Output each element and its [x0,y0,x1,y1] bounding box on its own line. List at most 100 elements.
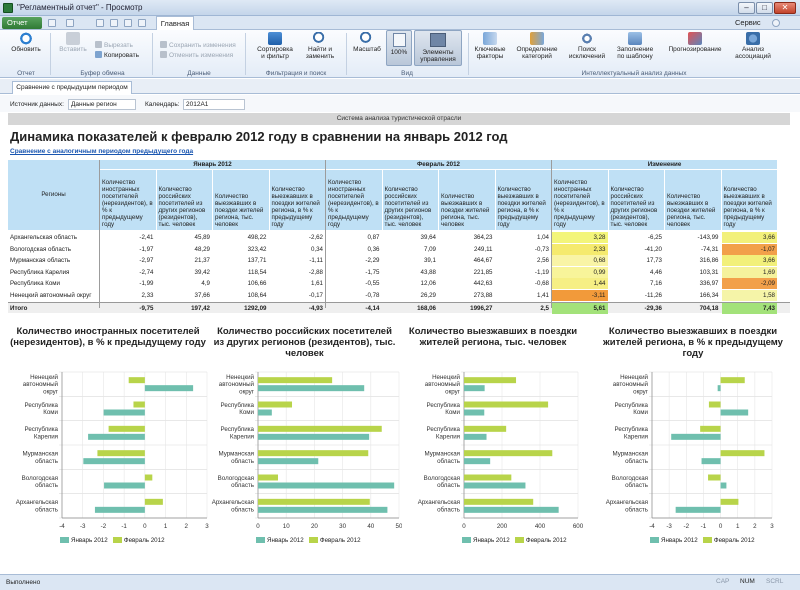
categories-icon [530,32,544,45]
print-icon[interactable] [138,19,146,27]
category-label: Ненецкий автономный округ [219,374,255,395]
tick-label: -1 [701,523,707,530]
magnifier-icon [313,32,327,45]
value-cell: -0,78 [365,292,380,299]
source-input[interactable]: Данные регион [68,99,136,110]
category-label: Вологодская область [424,475,460,489]
group-header: Февраль 2012 [326,160,551,169]
bar-jan [464,385,485,392]
close-button[interactable]: ✕ [774,2,796,14]
value-cell: -11,26 [644,292,662,299]
filter-bar: Источник данных: Данные регион Календарь… [0,95,800,112]
column-header: Количество выезжавших в поездки жителей … [439,170,495,230]
bar-jan [258,409,272,416]
association-button[interactable]: Анализ ассоциаций [732,31,774,60]
bar-jan [720,409,749,416]
save-changes-button[interactable]: Сохранить изменения [160,41,236,50]
help-icon[interactable] [772,19,780,27]
value-cell: -2,88 [308,268,323,276]
value-cell: 273,88 [473,292,493,299]
bar-jan [717,385,721,392]
tick-label: 40 [367,523,374,530]
save-icon[interactable] [124,19,132,27]
value-cell: 1,04 [536,234,549,241]
copy-icon [95,51,102,58]
value-cell: 1,44 [552,278,608,290]
category-label: Мурманская область [424,451,460,465]
elements-button[interactable]: Элементы управления [414,30,462,66]
cancel-changes-button[interactable]: Отменить изменения [160,51,233,60]
calendar-input[interactable]: 2012A1 [183,99,245,110]
tab-main[interactable]: Главная [156,16,194,30]
bar-jan [83,458,145,465]
scrl-indicator: SCRL [766,578,784,585]
copy-button[interactable]: Копировать [95,51,139,60]
tick-label: 50 [396,523,402,530]
value-cell: -29,36 [644,304,662,312]
value-cell: 704,18 [699,304,719,312]
categories-button[interactable]: Определение категорий [512,31,562,60]
value-cell: 1,61 [310,280,323,288]
value-cell: 106,66 [247,280,267,288]
value-cell: 2,33 [552,243,608,255]
sort-filter-icon [268,32,282,45]
key-factors-icon [483,32,497,45]
tab-comparison[interactable]: Сравнение с предыдущим периодом [12,81,132,94]
paste-button[interactable]: Вставить [55,31,91,53]
refresh-button[interactable]: Обновить [8,31,44,53]
value-cell: 442,63 [473,280,493,288]
bar-jan [464,482,526,489]
value-cell: -143,99 [697,234,719,241]
value-cell: 45,89 [194,234,210,241]
category-label: Вологодская область [612,475,648,489]
region-cell: Архангельская область [10,234,77,241]
compare-link[interactable]: Сравнение с аналогичным периодом предыду… [10,148,194,155]
sort-filter-button[interactable]: Сортировка и фильтр [252,31,298,60]
legend-jan: Январь 2012 [267,537,304,544]
service-menu[interactable]: Сервис [735,18,761,27]
maximize-button[interactable]: □ [756,2,773,14]
calendar-label: Календарь: [145,101,180,108]
legend-swatch-feb [702,537,712,543]
bar-jan [464,458,491,465]
chart-title: Количество выезжавших в поездки жителей … [603,326,783,359]
zoom-100-button[interactable]: 100% [386,30,412,66]
chart-title: Количество выезжавших в поездки жителей … [408,326,578,348]
bar-jan [675,506,721,513]
report-menu-button[interactable]: Отчет [2,17,42,29]
find-replace-button[interactable]: Найти и заменить [300,31,340,60]
value-cell: 7,09 [423,245,436,253]
scale-button[interactable]: Масштаб [350,31,384,53]
value-cell: 118,54 [248,268,267,276]
cut-button[interactable]: Вырезать [95,41,133,50]
column-divider [325,160,326,308]
tick-label: 3 [205,523,209,530]
fill-template-button[interactable]: Заполнение по шаблону [610,31,660,60]
refresh-small-icon[interactable] [96,19,104,27]
value-cell: -3,11 [552,290,608,301]
value-cell: -1,97 [139,245,154,253]
key-factors-button[interactable]: Ключевые факторы [470,31,510,60]
exceptions-button[interactable]: Поиск исключений [565,31,609,60]
column-header: Количество российских посетителей из дру… [608,170,664,230]
bar-jan [258,458,319,465]
back-icon[interactable] [110,19,118,27]
bar-feb [258,474,278,481]
category-label: Мурманская область [218,451,254,465]
undo-icon[interactable] [48,19,56,27]
forecasting-button[interactable]: Прогнозирование [663,31,727,53]
tick-label: 200 [497,523,508,530]
column-divider [99,160,100,308]
tick-label: 1 [164,523,168,530]
column-header: Количество иностранных посетителей (нере… [100,170,156,230]
minimize-button[interactable]: – [738,2,755,14]
tick-label: 10 [283,523,290,530]
bar-feb [464,498,534,505]
bar-feb [133,401,145,408]
column-header: Количество российских посетителей из дру… [382,170,438,230]
redo-icon[interactable] [66,19,74,27]
column-divider [551,160,552,308]
value-cell: 1,58 [721,290,777,301]
quick-access-bar: Отчет Главная Сервис [0,16,800,30]
exceptions-icon [580,32,594,45]
